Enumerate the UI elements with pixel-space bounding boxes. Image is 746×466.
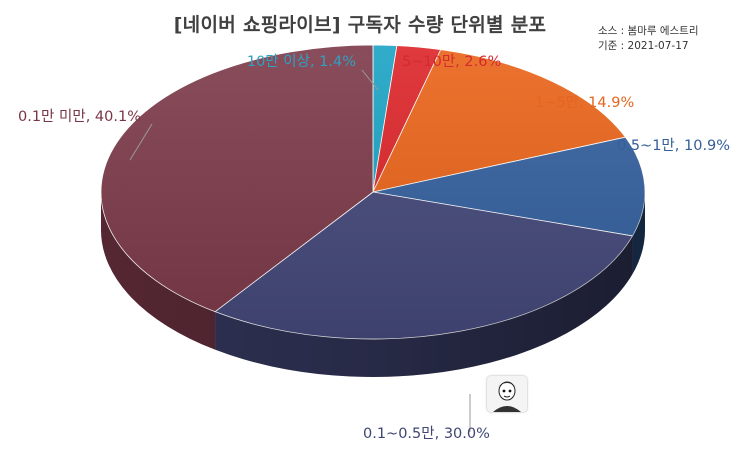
leader-line	[129, 123, 153, 161]
slice-label: 0.1~0.5만, 30.0%	[363, 425, 490, 442]
pie-labels: 10만 이상, 1.4% 5~10만, 2.6% 1~5만, 14.9% 0.5~1만…	[18, 53, 730, 442]
watermark-avatar	[487, 376, 527, 412]
slice-label: 0.5~1만, 10.9%	[617, 137, 730, 154]
pie-slices	[100, 44, 646, 340]
source-line: 소스 : 봄마루 에스트리	[598, 25, 699, 37]
slice-label: 5~10만, 2.6%	[402, 53, 501, 70]
slice-label: 1~5만, 14.9%	[535, 94, 634, 111]
chart-title: [네이버 쇼핑라이브] 구독자 수량 단위별 분포	[173, 14, 547, 36]
leader-line	[361, 69, 379, 91]
slice-label: 0.1만 미만, 40.1%	[18, 108, 141, 125]
slice-label: 10만 이상, 1.4%	[247, 53, 356, 70]
